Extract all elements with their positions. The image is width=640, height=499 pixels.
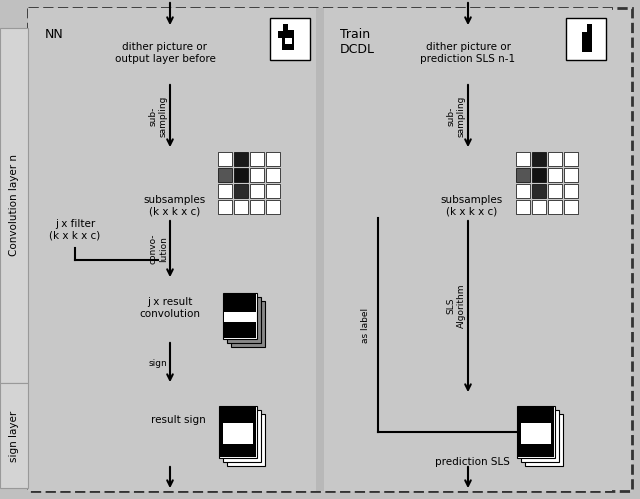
Text: prediction SLS: prediction SLS	[435, 457, 509, 467]
Bar	[564, 168, 578, 182]
Bar	[224, 294, 256, 338]
Text: Train
DCDL: Train DCDL	[340, 28, 375, 56]
Bar	[234, 200, 248, 214]
Bar	[218, 184, 232, 198]
Bar	[532, 184, 546, 198]
Bar	[28, 8, 318, 491]
Bar	[516, 152, 530, 166]
Bar	[564, 184, 578, 198]
Bar	[548, 200, 562, 214]
Text: sub-
sampling: sub- sampling	[446, 95, 466, 137]
Bar	[516, 200, 530, 214]
Bar	[227, 414, 265, 466]
Bar	[517, 406, 555, 458]
Text: j x result
convolution: j x result convolution	[140, 297, 200, 319]
Text: result sign: result sign	[150, 415, 205, 425]
Bar	[234, 152, 248, 166]
Text: convo-
lution: convo- lution	[148, 234, 168, 264]
Text: sub-
sampling: sub- sampling	[148, 95, 168, 137]
Bar	[224, 312, 256, 322]
Bar	[270, 18, 310, 60]
Bar	[516, 168, 530, 182]
Text: subsamples
(k x k x c): subsamples (k x k x c)	[144, 195, 206, 217]
Bar	[218, 152, 232, 166]
Bar	[231, 301, 265, 347]
Bar	[223, 423, 253, 444]
Bar	[218, 200, 232, 214]
Text: j x filter
(k x k x c): j x filter (k x k x c)	[49, 219, 100, 241]
Bar	[250, 184, 264, 198]
Bar	[548, 168, 562, 182]
Bar	[250, 152, 264, 166]
Bar	[564, 200, 578, 214]
Bar	[266, 200, 280, 214]
Bar	[250, 200, 264, 214]
Bar	[532, 200, 546, 214]
Bar	[521, 423, 551, 444]
Text: SLS
Algorithm: SLS Algorithm	[446, 284, 466, 328]
Bar	[516, 184, 530, 198]
Bar	[316, 8, 324, 491]
Bar	[0, 28, 28, 383]
Bar	[278, 24, 283, 31]
Bar	[234, 168, 248, 182]
Bar	[548, 152, 562, 166]
Bar	[227, 297, 261, 343]
Bar	[532, 168, 546, 182]
Bar	[223, 293, 257, 339]
Bar	[322, 8, 612, 491]
Bar	[219, 406, 257, 458]
Bar	[525, 414, 563, 466]
Bar	[218, 168, 232, 182]
Text: as label: as label	[362, 307, 371, 342]
Text: subsamples
(k x k x c): subsamples (k x k x c)	[441, 195, 503, 217]
Bar	[548, 184, 562, 198]
Bar	[282, 30, 294, 50]
Bar	[521, 410, 559, 462]
Bar	[223, 410, 261, 462]
Bar	[266, 168, 280, 182]
Bar	[234, 184, 248, 198]
Bar	[220, 407, 256, 457]
Bar	[532, 152, 546, 166]
Text: sign layer: sign layer	[9, 410, 19, 462]
Bar	[285, 38, 292, 44]
Text: NN: NN	[45, 28, 64, 41]
Bar	[250, 168, 264, 182]
Bar	[266, 152, 280, 166]
Bar	[0, 383, 28, 488]
Text: dither picture or
prediction SLS n-1: dither picture or prediction SLS n-1	[420, 42, 516, 63]
Text: sign: sign	[148, 358, 168, 367]
Bar	[582, 24, 592, 52]
Bar	[582, 24, 587, 32]
Bar	[518, 407, 554, 457]
Bar	[566, 18, 606, 60]
Text: Convolution layer n: Convolution layer n	[9, 154, 19, 256]
Bar	[278, 24, 288, 38]
Bar	[266, 184, 280, 198]
Text: dither picture or
output layer before: dither picture or output layer before	[115, 42, 216, 63]
Bar	[564, 152, 578, 166]
